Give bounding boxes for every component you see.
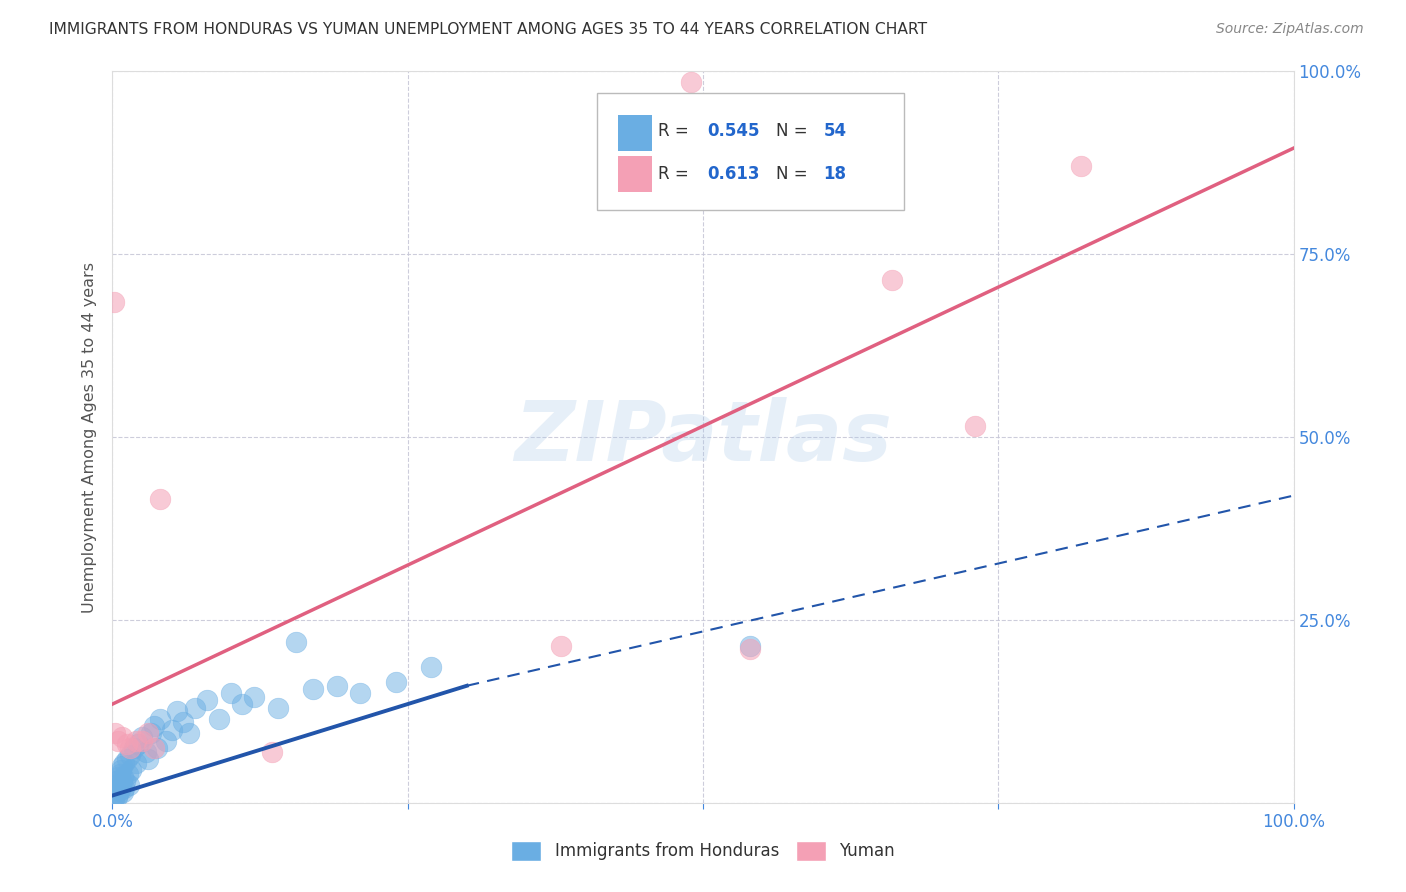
Text: 0.545: 0.545: [707, 122, 761, 140]
Y-axis label: Unemployment Among Ages 35 to 44 years: Unemployment Among Ages 35 to 44 years: [82, 261, 97, 613]
Point: [146, 740, 169, 755]
Point: [112, 785, 135, 799]
Point: [326, 679, 349, 693]
Point: [122, 740, 145, 755]
Point: [125, 733, 148, 747]
Point: [105, 773, 128, 788]
Point: [135, 745, 157, 759]
Point: [195, 693, 218, 707]
Point: [963, 419, 986, 434]
Text: 54: 54: [824, 122, 846, 140]
Point: [231, 697, 253, 711]
Point: [112, 756, 135, 770]
Point: [105, 785, 128, 799]
Point: [740, 639, 762, 653]
Point: [131, 733, 153, 747]
Text: 0.613: 0.613: [707, 165, 761, 183]
Text: R =: R =: [658, 122, 695, 140]
Point: [172, 715, 194, 730]
Point: [219, 686, 242, 700]
Point: [105, 778, 128, 792]
Legend: Immigrants from Honduras, Yuman: Immigrants from Honduras, Yuman: [505, 834, 901, 868]
Point: [120, 748, 142, 763]
Point: [111, 775, 134, 789]
Point: [131, 730, 153, 744]
Point: [160, 723, 183, 737]
Text: IMMIGRANTS FROM HONDURAS VS YUMAN UNEMPLOYMENT AMONG AGES 35 TO 44 YEARS CORRELA: IMMIGRANTS FROM HONDURAS VS YUMAN UNEMPL…: [49, 22, 928, 37]
Point: [1070, 160, 1092, 174]
Point: [142, 740, 165, 755]
Text: ZIPatlas: ZIPatlas: [515, 397, 891, 477]
Point: [111, 730, 134, 744]
Text: R =: R =: [658, 165, 695, 183]
Point: [349, 686, 371, 700]
Point: [267, 700, 290, 714]
Point: [208, 712, 231, 726]
Point: [385, 675, 408, 690]
Point: [115, 737, 138, 751]
Point: [149, 492, 172, 507]
Point: [107, 787, 129, 801]
Point: [115, 752, 138, 766]
Point: [111, 759, 134, 773]
FancyBboxPatch shape: [619, 115, 652, 151]
FancyBboxPatch shape: [619, 156, 652, 192]
Text: N =: N =: [776, 165, 813, 183]
Point: [114, 773, 136, 788]
Text: Source: ZipAtlas.com: Source: ZipAtlas.com: [1216, 22, 1364, 37]
Point: [112, 781, 135, 796]
Point: [110, 780, 132, 794]
Point: [184, 700, 207, 714]
Point: [107, 770, 129, 784]
Point: [740, 642, 762, 657]
Point: [120, 740, 142, 755]
Point: [104, 781, 127, 796]
Point: [136, 726, 159, 740]
Point: [104, 789, 127, 803]
Point: [108, 766, 131, 780]
Point: [550, 639, 572, 653]
Point: [110, 763, 132, 777]
Point: [260, 745, 283, 759]
Text: N =: N =: [776, 122, 813, 140]
Point: [107, 733, 129, 747]
Point: [104, 726, 127, 740]
FancyBboxPatch shape: [596, 94, 904, 211]
Point: [136, 752, 159, 766]
Point: [127, 737, 149, 751]
Point: [420, 660, 443, 674]
Point: [155, 733, 177, 747]
Point: [681, 75, 703, 89]
Point: [302, 682, 325, 697]
Point: [112, 770, 135, 784]
Point: [141, 726, 163, 740]
Point: [125, 756, 148, 770]
Text: 18: 18: [824, 165, 846, 183]
Point: [108, 782, 131, 797]
Point: [118, 778, 141, 792]
Point: [880, 273, 903, 287]
Point: [103, 294, 125, 309]
Point: [166, 705, 188, 719]
Point: [179, 726, 201, 740]
Point: [284, 635, 307, 649]
Point: [149, 712, 172, 726]
Point: [117, 766, 139, 780]
Point: [105, 789, 128, 804]
Point: [142, 719, 165, 733]
Point: [243, 690, 266, 704]
Point: [120, 763, 142, 777]
Point: [103, 792, 125, 806]
